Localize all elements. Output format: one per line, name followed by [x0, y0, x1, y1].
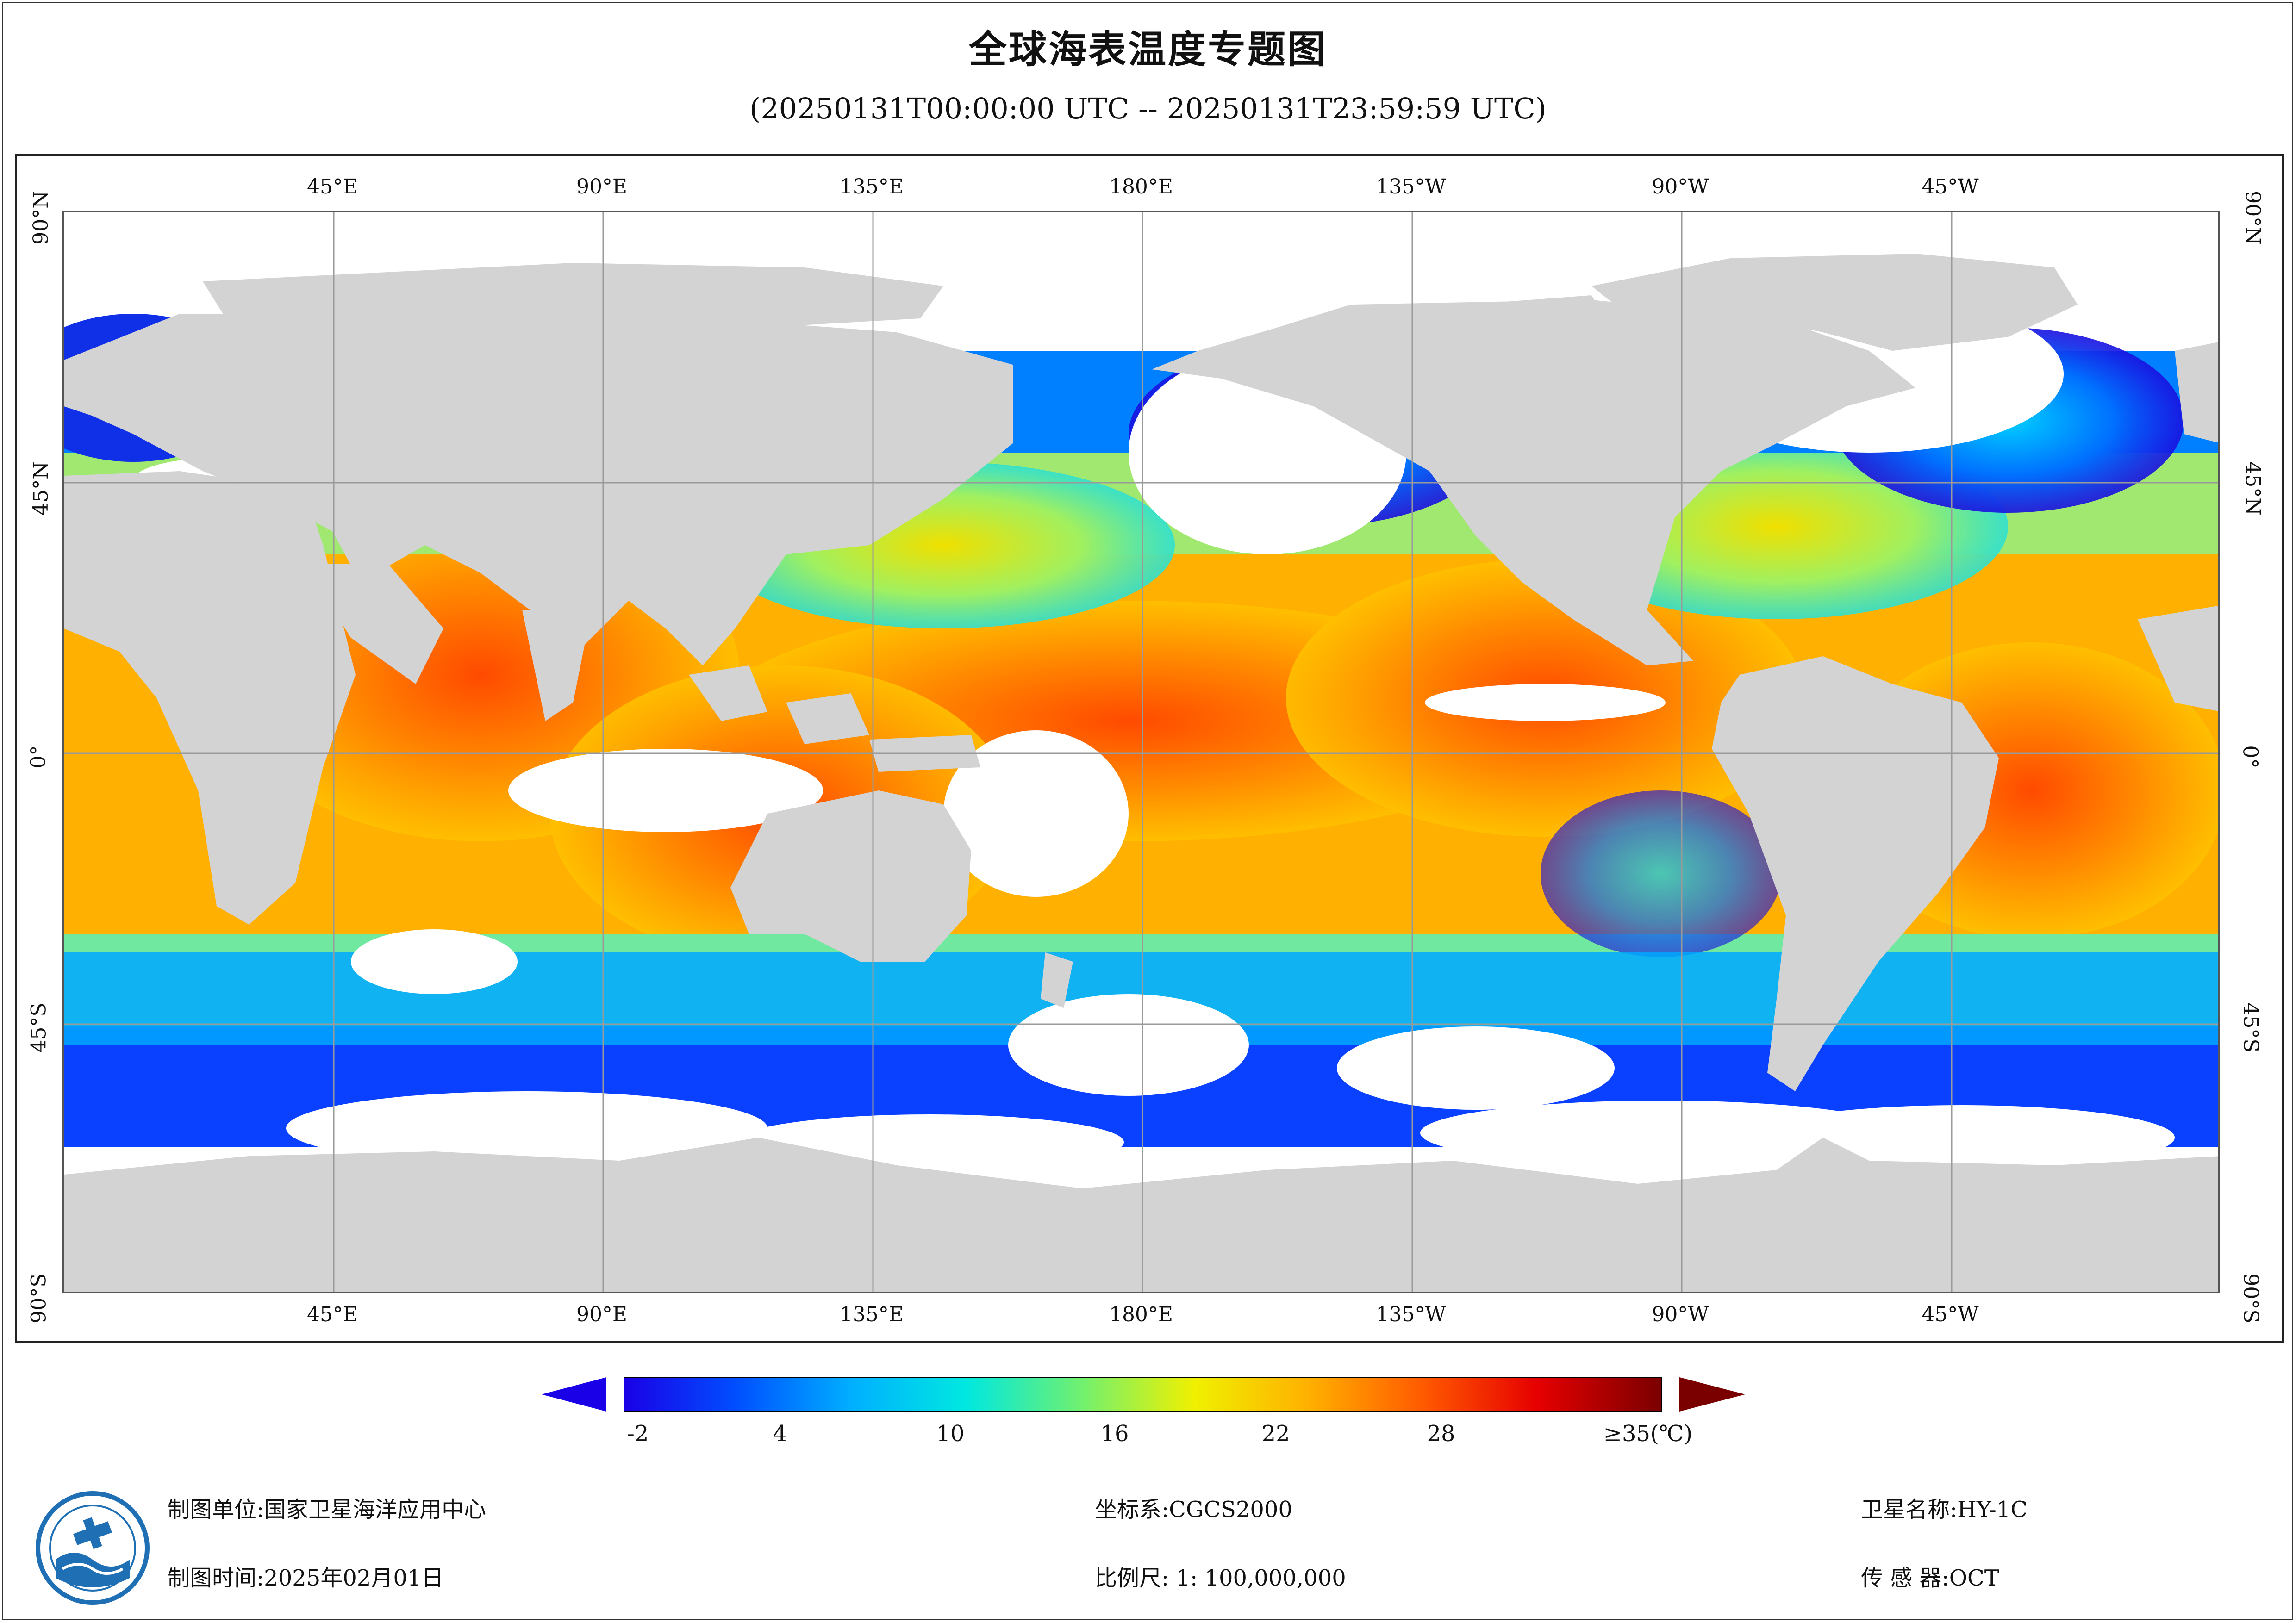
lon-label-bottom-90w: 90°W	[1652, 1303, 1709, 1326]
graticule	[64, 212, 2218, 1292]
lat-label-left-90s: 90°S	[27, 1273, 51, 1324]
lon-label-top-180e: 180°E	[1109, 175, 1173, 199]
colorbar-tick: ≥35(℃)	[1603, 1421, 1693, 1447]
lon-label-bottom-180e: 180°E	[1109, 1303, 1173, 1326]
lon-label-bottom-45w: 45°W	[1922, 1303, 1979, 1326]
lat-label-left-0: 0°	[26, 745, 50, 769]
mapping-unit: 制图单位:国家卫星海洋应用中心	[168, 1497, 487, 1523]
time-range: (20250131T00:00:00 UTC -- 20250131T23:59…	[749, 92, 1547, 125]
lat-label-left-45n: 45°N	[29, 461, 53, 516]
lon-label-top-135e: 135°E	[839, 175, 904, 199]
colorbar-tick: 16	[1100, 1421, 1129, 1447]
lat-label-right-90n: 90°N	[2240, 191, 2265, 245]
lat-label-right-90s: 90°S	[2239, 1273, 2263, 1324]
sensor-name: 传 感 器:OCT	[1861, 1565, 1999, 1591]
lat-label-right-0: 0°	[2238, 745, 2262, 769]
map-title: 全球海表温度专题图	[968, 28, 1327, 72]
lon-label-bottom-90e: 90°E	[576, 1303, 628, 1326]
colorbar-over-arrow	[1679, 1377, 1745, 1412]
colorbar-under-arrow	[542, 1377, 606, 1412]
lon-label-bottom-45e: 45°E	[306, 1303, 358, 1326]
colorbar	[542, 1374, 1745, 1415]
lon-label-top-135w: 135°W	[1376, 175, 1446, 199]
satellite-name: 卫星名称:HY-1C	[1861, 1497, 2028, 1523]
lat-label-right-45n: 45°N	[2240, 461, 2265, 516]
sst-map-canvas	[64, 212, 2218, 1292]
nsoas-logo	[35, 1490, 150, 1606]
lat-label-right-45s: 45°S	[2239, 1002, 2263, 1053]
colorbar-ramp	[624, 1377, 1662, 1412]
mapping-time: 制图时间:2025年02月01日	[168, 1565, 444, 1591]
lat-label-left-90n: 90°N	[29, 191, 53, 245]
lat-label-left-45s: 45°S	[27, 1002, 51, 1053]
colorbar-tick: -2	[627, 1421, 649, 1447]
colorbar-tick: 22	[1261, 1421, 1290, 1447]
colorbar-tick: 4	[773, 1421, 787, 1447]
lon-label-top-90w: 90°W	[1652, 175, 1709, 199]
map-frame	[15, 154, 2284, 1343]
map-scale: 比例尺: 1: 100,000,000	[1095, 1565, 1346, 1591]
sst-map[interactable]	[62, 211, 2220, 1293]
colorbar-tick: 10	[936, 1421, 965, 1447]
lon-label-top-45w: 45°W	[1922, 175, 1979, 199]
lon-label-bottom-135w: 135°W	[1376, 1303, 1446, 1326]
colorbar-tick: 28	[1427, 1421, 1455, 1447]
lon-label-top-45e: 45°E	[306, 175, 358, 199]
lon-label-top-90e: 90°E	[576, 175, 628, 199]
nsoas-logo-emblem	[36, 1491, 150, 1605]
lon-label-bottom-135e: 135°E	[839, 1303, 904, 1326]
coordinate-system: 坐标系:CGCS2000	[1095, 1497, 1293, 1523]
colorbar-graphic	[542, 1377, 1745, 1412]
